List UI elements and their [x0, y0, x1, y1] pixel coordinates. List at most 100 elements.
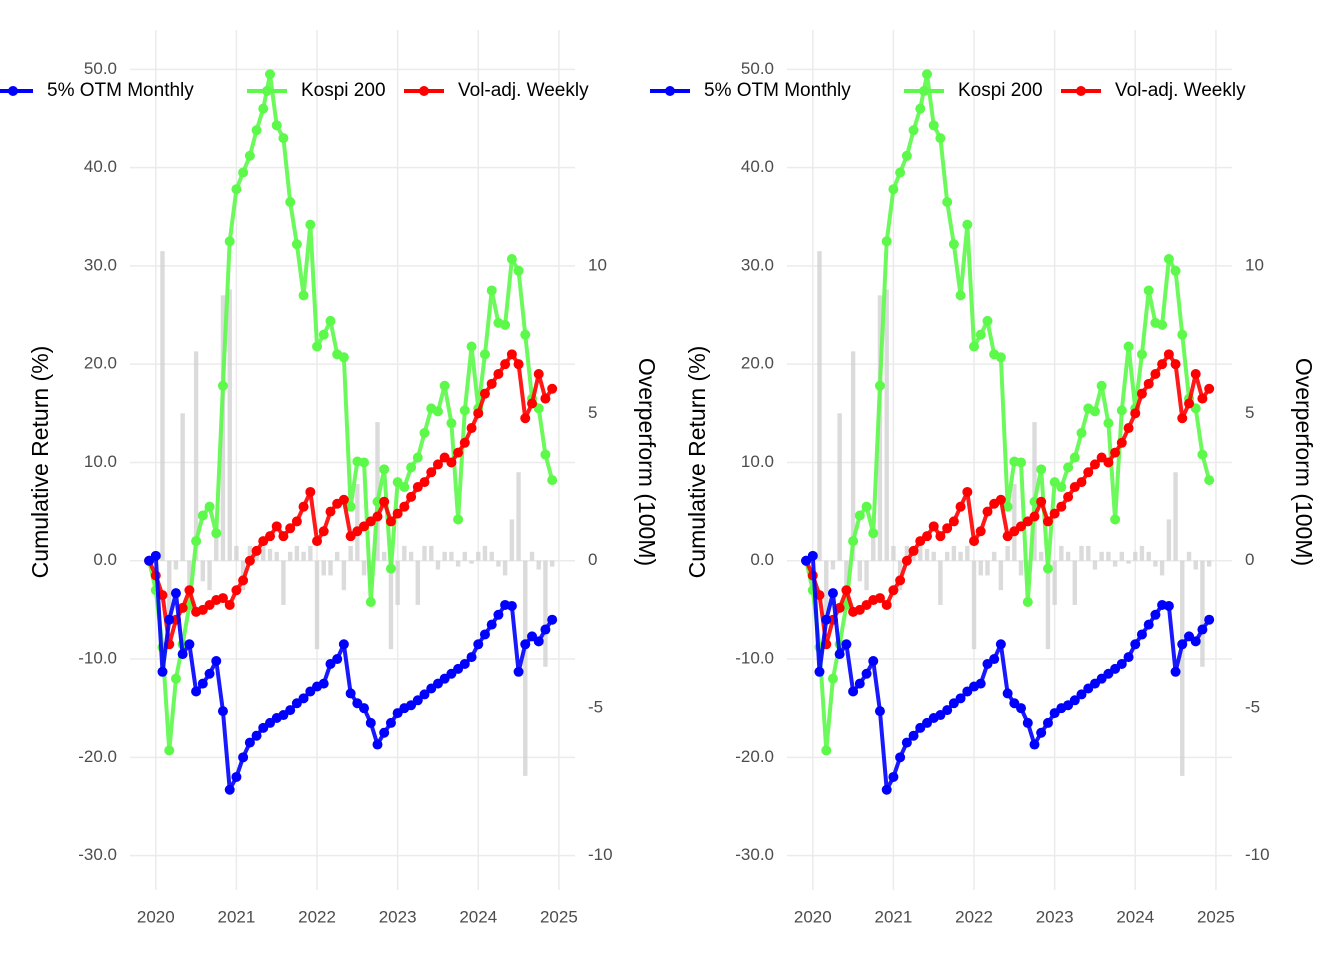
series-point	[251, 125, 262, 136]
bar	[442, 551, 447, 561]
series-point	[466, 423, 477, 434]
x-tick-label: 2020	[137, 907, 175, 926]
series-point	[834, 649, 845, 660]
series-point	[520, 413, 531, 424]
series-point	[975, 526, 986, 537]
bar	[1159, 560, 1165, 576]
bar	[314, 560, 320, 650]
series-point	[446, 418, 457, 429]
series-point	[500, 359, 511, 370]
series-point	[271, 120, 282, 131]
legend-label: Vol-adj. Weekly	[1115, 80, 1246, 101]
series-point	[211, 528, 222, 539]
bar	[837, 413, 842, 561]
legend-swatch-dot	[8, 86, 18, 96]
bar	[415, 560, 420, 605]
series-point	[332, 654, 343, 665]
series-point	[1204, 614, 1215, 625]
bar	[965, 545, 970, 561]
y-tick-label: 10.0	[741, 452, 774, 471]
series-point	[312, 536, 323, 547]
bar	[422, 545, 427, 561]
series-point	[359, 457, 370, 468]
bar	[1012, 484, 1017, 561]
bar	[536, 560, 541, 570]
bar	[200, 560, 205, 582]
bar	[1065, 551, 1071, 561]
series-point	[1016, 457, 1027, 468]
series-point	[1063, 491, 1074, 502]
series-point	[1170, 265, 1181, 276]
series-point	[1036, 727, 1047, 738]
bar	[1099, 551, 1104, 561]
series-point	[365, 597, 376, 608]
bar	[978, 560, 983, 576]
series-point	[493, 369, 504, 379]
series-point	[459, 658, 470, 669]
series-point	[1089, 459, 1100, 470]
series-point	[955, 290, 966, 301]
series-point	[1063, 462, 1074, 473]
bar	[180, 413, 185, 561]
series-point	[935, 531, 946, 542]
y-tick-label: -30.0	[78, 845, 117, 864]
series-point	[995, 494, 1006, 505]
series-point	[1069, 452, 1080, 463]
series-point	[922, 69, 933, 80]
series-point	[827, 673, 838, 684]
bar	[1119, 551, 1124, 561]
series-point	[1022, 597, 1033, 608]
bar	[1166, 519, 1172, 561]
x-tick-label: 2024	[1116, 907, 1154, 926]
series-point	[821, 614, 832, 625]
x-tick-label: 2021	[217, 907, 255, 926]
series-point	[908, 545, 919, 556]
series-point	[385, 563, 396, 574]
bar	[361, 560, 367, 576]
bar	[160, 251, 165, 561]
bar	[321, 560, 326, 576]
series-point	[995, 639, 1006, 650]
series-point	[244, 737, 255, 748]
bar	[971, 560, 977, 650]
series-point	[1170, 666, 1181, 677]
series-point	[827, 588, 838, 599]
x-tick-label: 2023	[379, 907, 417, 926]
series-point	[419, 477, 430, 488]
bar	[938, 560, 943, 605]
series-point	[285, 197, 296, 207]
series-point	[446, 457, 457, 468]
bar	[911, 551, 916, 561]
series-point	[1076, 427, 1087, 438]
bar	[308, 545, 313, 561]
series-point	[426, 467, 437, 478]
y-tick-label: 0.0	[750, 550, 774, 569]
y-tick-label: -10.0	[735, 649, 774, 668]
series-point	[1177, 413, 1188, 424]
y-tick-label: 30.0	[741, 255, 774, 274]
series-point	[821, 745, 832, 756]
bar	[1032, 422, 1037, 561]
series-point	[204, 668, 215, 679]
bar	[543, 560, 548, 667]
series-point	[271, 521, 282, 532]
series-point	[385, 516, 396, 527]
series-point	[969, 536, 980, 547]
series-point	[238, 167, 249, 178]
series-point	[318, 329, 329, 340]
bar	[1193, 560, 1198, 570]
x-tick-label: 2021	[874, 907, 912, 926]
series-point	[1022, 717, 1033, 728]
bar	[402, 545, 407, 561]
series-point	[466, 652, 477, 663]
series-point	[325, 506, 336, 517]
series-point	[197, 678, 208, 689]
bar	[496, 560, 501, 567]
series-point	[1163, 349, 1174, 360]
bar	[388, 560, 394, 650]
y2-tick-label: 5	[1245, 403, 1254, 422]
bar	[193, 351, 199, 561]
bar	[549, 560, 555, 567]
series-point	[1110, 447, 1121, 458]
x-tick-label: 2020	[794, 907, 832, 926]
